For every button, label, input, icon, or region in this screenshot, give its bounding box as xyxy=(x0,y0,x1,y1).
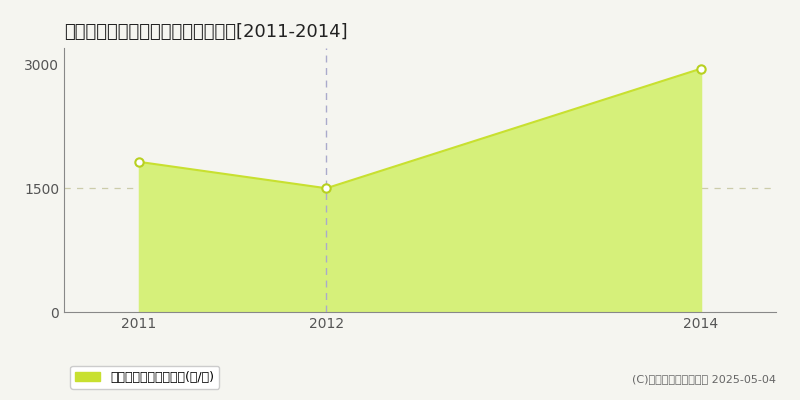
Legend: 農地価格　平均坪単価(円/坪): 農地価格 平均坪単価(円/坪) xyxy=(70,366,219,389)
Text: 南房総市和田町松田　農地価格推移[2011-2014]: 南房総市和田町松田 農地価格推移[2011-2014] xyxy=(64,23,348,41)
Text: (C)土地価格ドットコム 2025-05-04: (C)土地価格ドットコム 2025-05-04 xyxy=(632,374,776,384)
